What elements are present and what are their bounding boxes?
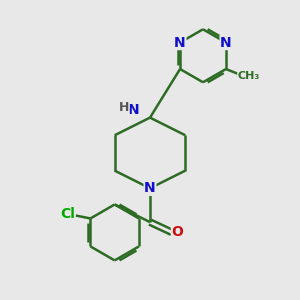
Text: Cl: Cl [60,207,75,221]
Text: N: N [144,181,156,195]
Text: N: N [128,103,140,117]
Text: CH₃: CH₃ [238,71,260,81]
Text: H: H [119,101,130,114]
Text: O: O [171,225,183,239]
Text: N: N [220,35,232,50]
Text: N: N [174,35,186,50]
